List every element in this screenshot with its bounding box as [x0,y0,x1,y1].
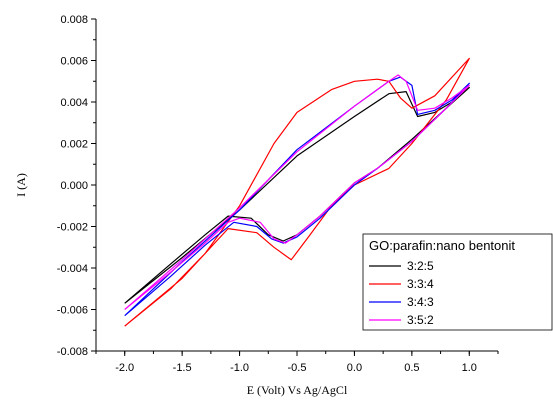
y-tick-label: 0.004 [60,97,88,109]
x-axis-label: E (Volt) Vs Ag/AgCl [247,383,348,397]
y-tick-label: 0.006 [60,56,88,68]
y-tick-label: 0.002 [60,139,88,151]
legend-item-label: 3:4:3 [407,295,434,309]
y-tick-label: -0.004 [57,263,88,275]
plot-area [124,57,470,327]
y-axis-label: I (A) [14,173,28,197]
series-line [124,57,470,327]
legend-box [362,233,553,331]
x-tick-label: -2.0 [115,362,134,374]
y-tick-label: -0.008 [57,346,88,358]
legend: GO:parafin:nano bentonit 3:2:5 3:3:4 3:4:3… [362,233,553,331]
x-tick-label: 0.5 [404,362,419,374]
legend-item-label: 3:3:4 [407,277,434,291]
y-tick-label: -0.006 [57,305,88,317]
x-tick-label: -1.0 [230,362,249,374]
x-tick-label: -1.5 [173,362,192,374]
y-tick-label: 0.000 [60,180,88,192]
legend-title: GO:parafin:nano bentonit [369,238,515,253]
series-line [124,86,470,304]
y-tick-label: -0.002 [57,222,88,234]
y-tick-label: 0.008 [60,14,88,26]
axes: -0.008 -0.006 -0.004 -0.002 0.000 0.002 0.004 0… [57,14,499,374]
x-tick-label: 0.0 [347,362,362,374]
legend-item-label: 3:5:2 [407,313,434,327]
series-line [124,74,470,310]
x-tick-label: 1.0 [462,362,477,374]
legend-item-label: 3:2:5 [407,259,434,273]
x-tick-label: -0.5 [288,362,307,374]
